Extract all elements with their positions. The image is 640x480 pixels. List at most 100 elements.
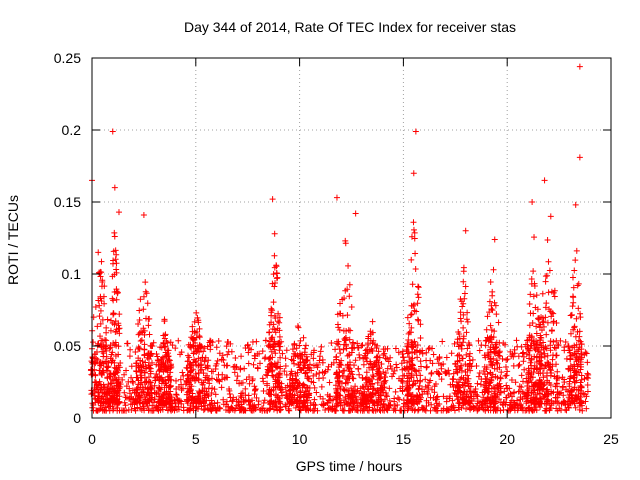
data-point [502, 364, 509, 371]
data-point [541, 381, 548, 388]
data-point [412, 368, 419, 375]
data-point [137, 369, 144, 376]
data-point [461, 379, 468, 386]
data-point [515, 353, 522, 360]
data-point [163, 380, 170, 387]
data-point [472, 385, 479, 392]
data-point [333, 390, 340, 397]
data-point [111, 370, 118, 377]
data-point [581, 375, 588, 382]
data-point [178, 400, 185, 407]
data-point [456, 384, 463, 391]
data-point [92, 379, 99, 386]
x-tick-label: 10 [292, 431, 308, 447]
data-point [245, 360, 252, 367]
data-point [126, 353, 133, 360]
data-point [156, 368, 163, 375]
data-point [346, 352, 353, 359]
data-point [569, 274, 576, 281]
data-point [508, 377, 515, 384]
data-point [391, 367, 398, 374]
data-point [519, 404, 526, 411]
data-point [109, 295, 116, 302]
data-point [526, 404, 533, 411]
data-point [513, 337, 520, 344]
data-point [524, 386, 531, 393]
data-point [145, 397, 152, 404]
data-point [166, 357, 173, 364]
data-point [195, 355, 202, 362]
data-point [311, 396, 318, 403]
data-point [134, 404, 141, 411]
data-point [103, 324, 110, 331]
data-point [337, 310, 344, 317]
data-point [520, 353, 527, 360]
data-point [510, 389, 517, 396]
data-point [106, 407, 113, 414]
data-point [208, 397, 215, 404]
data-point [472, 389, 479, 396]
data-point [489, 395, 496, 402]
data-point [179, 369, 186, 376]
data-point [455, 343, 462, 350]
data-point [297, 366, 304, 373]
data-point [173, 377, 180, 384]
data-point [146, 331, 153, 338]
data-point [304, 365, 311, 372]
data-point [386, 397, 393, 404]
data-point [165, 376, 172, 383]
data-point [272, 329, 279, 336]
data-point [460, 278, 467, 285]
data-point [168, 407, 175, 414]
data-point [568, 387, 575, 394]
data-point [140, 306, 147, 313]
data-point [215, 377, 222, 384]
data-point [215, 405, 222, 412]
data-point [538, 342, 545, 349]
data-point [404, 396, 411, 403]
data-point [237, 393, 244, 400]
data-point [577, 400, 584, 407]
data-point [292, 370, 299, 377]
data-point [291, 340, 298, 347]
data-point [94, 323, 101, 330]
data-point [249, 376, 256, 383]
data-point [102, 343, 109, 350]
data-point [505, 392, 512, 399]
data-point [270, 299, 277, 306]
data-point [356, 371, 363, 378]
data-point [571, 323, 578, 330]
data-point [450, 402, 457, 409]
data-point [404, 314, 411, 321]
data-point [135, 321, 142, 328]
data-point [231, 369, 238, 376]
data-point [214, 399, 221, 406]
data-point [450, 370, 457, 377]
data-point [340, 397, 347, 404]
data-point [334, 392, 341, 399]
data-point [560, 383, 567, 390]
data-point [453, 393, 460, 400]
data-point [529, 374, 536, 381]
data-point [93, 355, 100, 362]
data-point [215, 337, 222, 344]
data-point [482, 407, 489, 414]
data-point [573, 247, 580, 254]
data-point [115, 382, 122, 389]
data-point [100, 396, 107, 403]
data-point [571, 363, 578, 370]
data-point [336, 369, 343, 376]
data-point [410, 397, 417, 404]
data-point [333, 371, 340, 378]
data-point [166, 384, 173, 391]
data-point [109, 357, 116, 364]
data-point [504, 385, 511, 392]
data-point [196, 325, 203, 332]
data-point [583, 350, 590, 357]
data-point [158, 356, 165, 363]
data-point [292, 351, 299, 358]
data-point [143, 365, 150, 372]
data-point [295, 353, 302, 360]
data-point [233, 377, 240, 384]
